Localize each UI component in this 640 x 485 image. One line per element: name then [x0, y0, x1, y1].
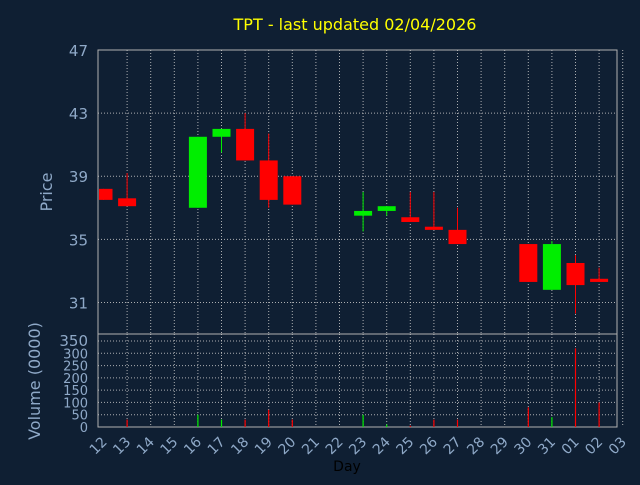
- candle-body: [212, 128, 231, 137]
- candle-body: [377, 206, 396, 211]
- candle-body: [99, 188, 113, 200]
- volume-tick-label: 200: [63, 372, 88, 387]
- candle-body: [118, 198, 137, 207]
- x-axis-label: Day: [333, 459, 361, 475]
- candle-body: [283, 176, 302, 205]
- candle-body: [448, 229, 467, 245]
- candles-layer: [99, 113, 609, 314]
- price-axis-label: Price: [37, 172, 56, 211]
- price-tick-label: 47: [69, 42, 88, 60]
- candle-body: [424, 226, 443, 230]
- price-tick-label: 43: [69, 105, 88, 123]
- day-tick-labels: 12 13 14 15 16 17 18 19 20 21 22 23 24 25 26 27 28 29 30 31…: [87, 434, 630, 458]
- candle-body: [236, 128, 255, 161]
- candle-body: [519, 244, 538, 282]
- volume-tick-label: 350: [59, 332, 88, 350]
- volume-tick-label: 150: [63, 384, 88, 399]
- candle-body: [401, 217, 420, 222]
- chart-title: TPT - last updated 02/04/2026: [233, 15, 477, 34]
- candle-body: [259, 160, 278, 200]
- volume-axis-label: Volume (0000): [25, 322, 44, 440]
- candle-body: [566, 263, 585, 286]
- price-tick-label: 31: [69, 294, 88, 312]
- volume-tick-label: 300: [63, 347, 88, 362]
- candle-body: [590, 278, 609, 282]
- price-panel: [97, 49, 618, 335]
- price-tick-label: 35: [69, 231, 88, 249]
- volume-tick-label: 100: [63, 396, 88, 411]
- volume-tick-label: 250: [63, 360, 88, 375]
- candle-body: [542, 244, 561, 290]
- candle-body: [188, 136, 207, 208]
- candle-body: [354, 210, 373, 216]
- price-tick-labels: 31 35 39 43 47: [69, 42, 88, 312]
- volume-tick-label: 0: [80, 421, 88, 436]
- volume-bars-layer: [126, 348, 600, 427]
- volume-panel: [97, 333, 618, 428]
- volume-tick-label: 50: [71, 409, 88, 424]
- price-tick-label: 39: [69, 168, 88, 186]
